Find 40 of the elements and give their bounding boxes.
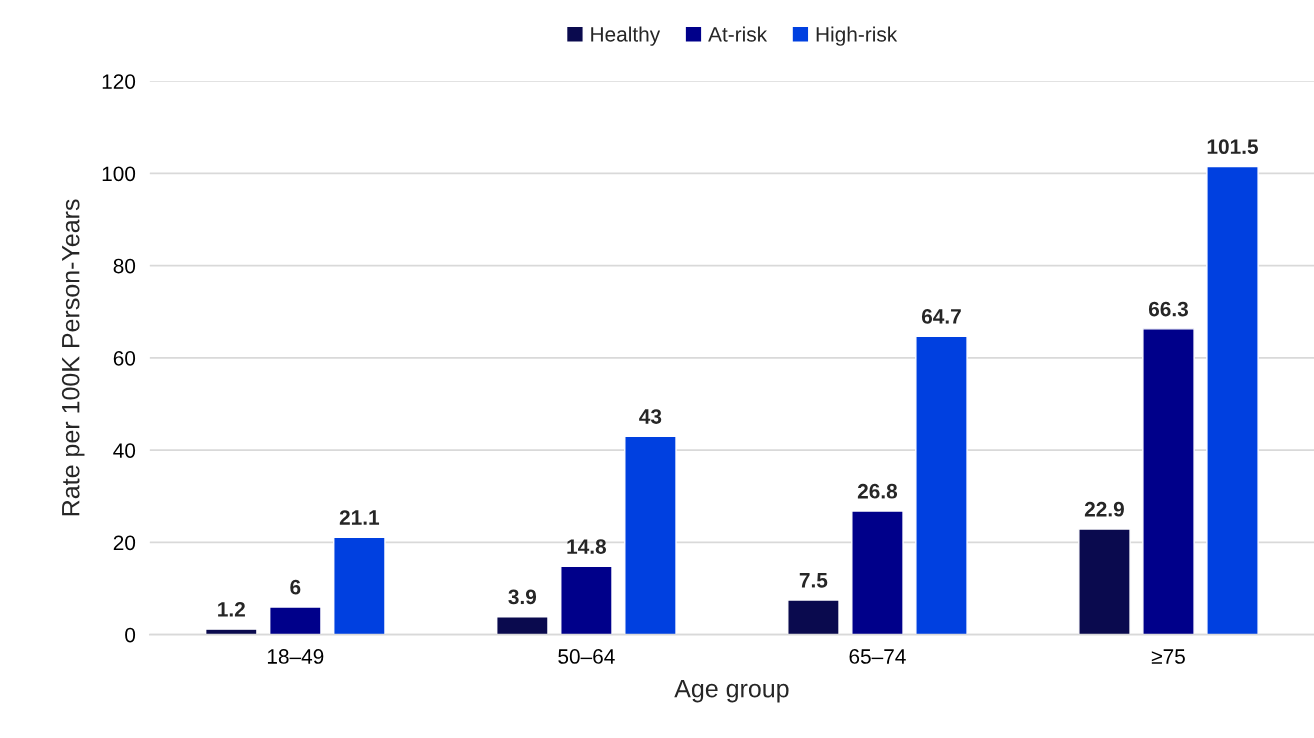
bar <box>496 615 549 635</box>
y-tick-label: 20 <box>113 535 136 551</box>
y-tick-label: 60 <box>113 350 136 366</box>
x-tick-label: 18–49 <box>267 649 324 664</box>
legend-label: High-risk <box>816 26 898 46</box>
data-label: 3.9 <box>508 589 537 605</box>
data-label: 26.8 <box>857 483 898 499</box>
bar <box>1206 165 1259 635</box>
data-label: 43 <box>639 409 662 424</box>
data-label: 6 <box>290 579 301 595</box>
bar <box>560 565 613 635</box>
bar <box>915 335 968 635</box>
data-label: 22.9 <box>1084 501 1124 517</box>
y-axis-title: Rate per 100K Person-Years <box>61 199 85 516</box>
y-tick-label: 0 <box>125 627 136 643</box>
x-axis-title: Age group <box>674 680 789 703</box>
y-tick-label: 100 <box>102 166 136 182</box>
bar <box>269 606 322 635</box>
x-tick-label: 65–74 <box>849 649 906 664</box>
legend-label: At-risk <box>708 26 768 42</box>
x-tick-label: ≥75 <box>1151 649 1185 664</box>
legend-label: Healthy <box>591 26 661 46</box>
bar <box>624 435 677 635</box>
data-label: 21.1 <box>339 510 380 525</box>
x-tick-label: 50–64 <box>558 649 615 664</box>
data-label: 101.5 <box>1207 139 1258 155</box>
y-tick-label: 120 <box>102 74 136 89</box>
data-label: 14.8 <box>567 539 607 554</box>
bar <box>204 628 258 635</box>
bar <box>787 599 840 635</box>
bar <box>333 536 386 635</box>
bar <box>851 510 904 635</box>
data-label: 66.3 <box>1148 301 1188 317</box>
y-tick-label: 40 <box>113 443 136 458</box>
bar <box>1078 528 1131 635</box>
data-label: 1.2 <box>218 601 245 617</box>
data-label: 64.7 <box>921 309 961 324</box>
y-tick-label: 80 <box>113 258 136 274</box>
data-label: 7.5 <box>799 573 828 588</box>
bar <box>1142 328 1195 635</box>
